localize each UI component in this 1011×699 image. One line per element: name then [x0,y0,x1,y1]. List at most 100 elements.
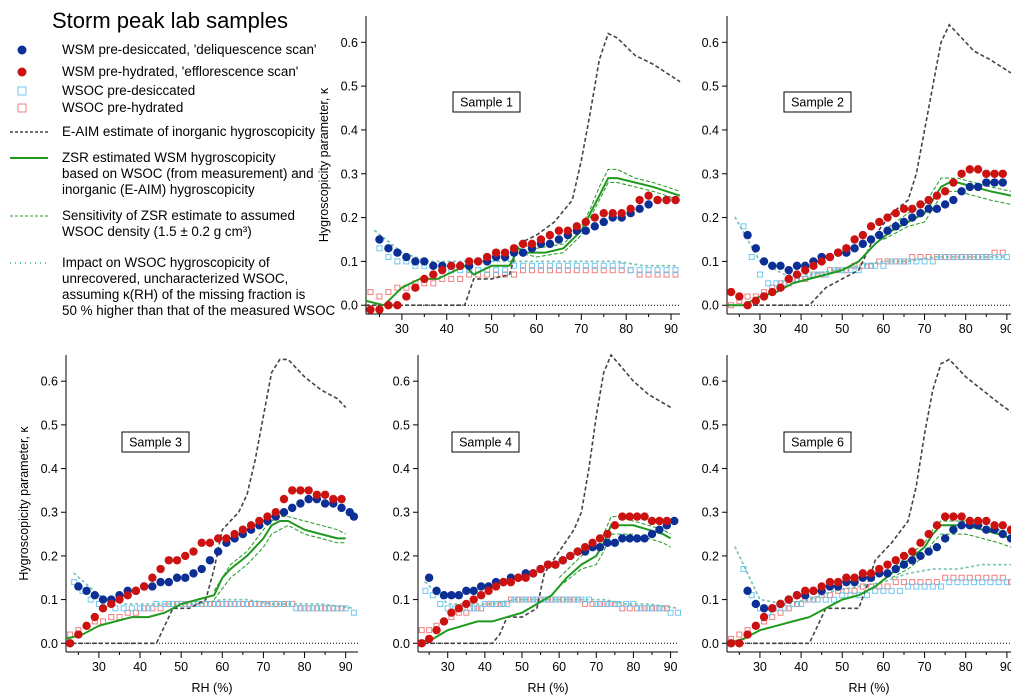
x-tick-label: 30 [753,660,767,674]
point-wsm-hydrated [735,292,744,301]
point-wsm-hydrated [599,209,608,218]
point-wsoc-hydrated [933,254,940,261]
point-wsm-hydrated [366,305,375,314]
point-wsoc-desiccated [938,583,945,590]
point-wsm-desiccated [189,569,198,578]
point-wsm-hydrated [499,577,508,587]
point-wsm-desiccated [554,235,564,244]
point-wsm-hydrated [320,490,330,499]
point-wsm-hydrated [581,217,590,227]
point-wsm-hydrated [417,639,426,648]
point-wsoc-desiccated [888,587,895,594]
point-wsm-desiccated [98,595,108,604]
point-wsm-hydrated [384,301,393,310]
point-wsm-hydrated [875,564,884,574]
point-wsm-hydrated [809,261,818,270]
legend-label: E-AIM estimate of inorganic hygroscopici… [62,124,316,139]
point-wsoc-desiccated [618,262,625,269]
point-wsoc-hydrated [555,267,562,274]
sample-label: Sample 3 [129,436,182,450]
point-wsoc-desiccated [293,605,300,612]
point-wsoc-hydrated [157,605,164,612]
point-wsm-hydrated [998,521,1007,530]
point-wsm-hydrated [653,195,662,205]
point-wsoc-desiccated [227,600,234,607]
legend-marker-wsoc-desiccated [17,86,27,96]
point-wsoc-desiccated [855,267,862,274]
point-wsm-hydrated [842,573,851,582]
y-tick-label: 0.3 [702,506,719,520]
point-wsoc-desiccated [112,605,119,612]
point-wsoc-desiccated [675,609,681,616]
point-wsm-hydrated [424,634,434,644]
point-wsoc-desiccated [128,605,135,612]
point-wsoc-desiccated [822,596,829,603]
point-wsm-desiccated [1006,534,1011,543]
point-wsoc-desiccated [645,605,652,612]
point-wsoc-desiccated [437,600,444,607]
point-wsm-hydrated [973,165,983,174]
point-wsm-hydrated [543,560,553,569]
point-wsm-desiccated [545,239,555,249]
point-wsoc-desiccated [872,587,879,594]
point-wsm-hydrated [866,569,876,578]
point-wsm-hydrated [784,274,793,284]
point-wsm-hydrated [554,226,564,235]
point-wsm-hydrated [551,560,560,569]
y-tick-label: 0.4 [41,462,58,476]
point-wsm-desiccated [982,525,991,534]
x-tick-label: 50 [174,660,188,674]
point-wsm-desiccated [296,499,305,508]
y-tick-label: 0.5 [341,80,358,94]
point-wsm-desiccated [647,529,657,539]
point-wsoc-hydrated [785,605,792,612]
chart-panel-3: 0.0 0.1 0.2 0.3 0.4 0.5 0.6 30 40 50 60 70 80 90 Hygro… [17,355,359,695]
point-wsoc-hydrated [520,267,526,274]
point-wsm-hydrated [617,209,626,218]
point-wsm-hydrated [726,287,736,297]
point-wsm-hydrated [491,582,501,591]
point-wsoc-desiccated [615,600,622,607]
point-wsm-hydrated [545,230,555,240]
line-zsr-upper [213,516,346,592]
point-wsoc-desiccated [194,600,201,607]
y-tick-label: 0.1 [393,593,410,607]
line-zsr-upper [891,520,1011,570]
x-tick-label: 40 [478,660,492,674]
point-wsoc-desiccated [593,600,600,607]
point-wsm-hydrated [473,257,483,266]
point-wsm-hydrated [603,529,612,539]
point-wsoc-desiccated [145,605,152,612]
point-wsm-hydrated [957,169,966,178]
point-wsoc-desiccated [987,579,994,586]
y-tick-label: 0.2 [702,549,719,563]
point-wsm-desiccated [82,586,91,596]
x-tick-label: 50 [835,660,849,674]
point-wsm-desiccated [759,257,769,266]
point-wsoc-desiccated [623,600,629,607]
point-wsm-hydrated [759,292,769,301]
point-wsm-hydrated [337,494,346,504]
point-wsoc-hydrated [537,267,544,274]
sample-label-box [121,431,190,453]
point-wsm-hydrated [74,630,83,639]
point-wsm-desiccated [875,230,884,240]
point-wsoc-hydrated [1008,579,1011,586]
point-wsoc-desiccated [672,267,679,274]
point-wsm-hydrated [998,169,1007,178]
x-tick-label: 60 [215,660,229,674]
point-wsm-hydrated [439,617,449,626]
point-wsm-hydrated [521,573,530,582]
point-wsm-hydrated [899,551,909,561]
point-wsoc-hydrated [634,605,641,612]
point-wsm-hydrated [411,283,420,292]
point-wsoc-hydrated [149,605,156,612]
point-wsm-hydrated [429,270,438,279]
point-wsm-hydrated [924,195,933,205]
point-wsoc-desiccated [422,587,429,594]
point-wsoc-desiccated [95,600,102,607]
point-wsoc-hydrated [900,258,907,265]
point-wsm-desiccated [148,582,157,591]
point-wsoc-hydrated [975,574,982,581]
y-tick-label: 0.6 [702,36,719,50]
